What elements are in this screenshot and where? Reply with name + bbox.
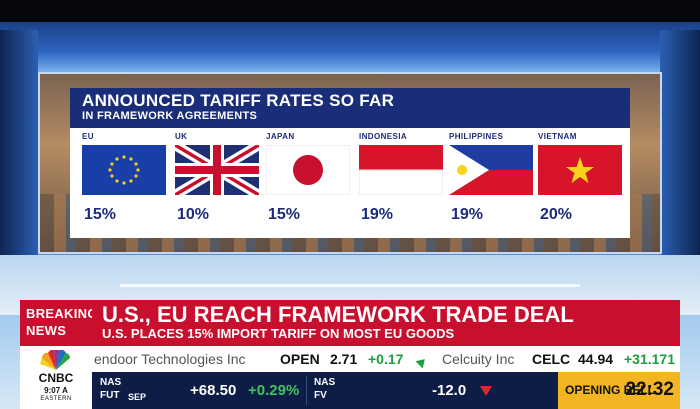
opening-bell-label: OPENING BELL [565,383,656,397]
eu-flag-icon [82,145,166,195]
ticker-company: Celcuity Inc [442,351,515,367]
clock-time: 9:07 A [44,386,68,395]
tariff-rate: 19% [451,206,484,223]
opening-bell-countdown: OPENING BELL 22:32 [558,372,680,409]
nas-fut-change: +68.50 [190,382,237,399]
network-bug: CNBC 9:07 A EASTERN [20,346,92,409]
ticker-change: +31.171 [624,351,675,367]
country-name: PHILIPPINES [449,132,504,141]
graphic-body: EU 15% UK [70,128,630,238]
philippines-flag-icon [449,145,533,195]
divider [306,376,307,405]
country-name: INDONESIA [359,132,408,141]
network-logo-text: CNBC [38,371,74,385]
headline: U.S., EU REACH FRAMEWORK TRADE DEAL [102,302,574,327]
nas-fut-percent: +0.29% [248,382,300,399]
floor-line [120,284,580,287]
opening-bell-time: 22:32 [625,379,674,400]
country-philippines: PHILIPPINES 19% [449,128,541,238]
graphic-title: ANNOUNCED TARIFF RATES SO FAR [82,91,395,110]
country-japan: JAPAN 15% [266,128,358,238]
breaking-label: BREAKING [26,306,98,321]
vietnam-flag-icon [538,145,622,195]
nas-fv-label-line1: NAS [314,377,336,388]
country-vietnam: VIETNAM 20% [538,128,630,238]
nas-fv-label-line2: FV [314,390,327,401]
country-eu: EU 15% [82,128,174,238]
country-name: VIETNAM [538,132,577,141]
country-name: JAPAN [266,132,295,141]
nas-fut-month: SEP [128,392,147,402]
down-arrow-icon [480,386,492,396]
graphic-subtitle: IN FRAMEWORK AGREEMENTS [82,110,258,122]
tariff-rate: 15% [84,206,117,223]
country-indonesia: INDONESIA 19% [359,128,451,238]
ticker-price: 44.94 [578,351,614,367]
ticker-company: endoor Technologies Inc [94,351,246,367]
uk-flag-icon [175,145,259,195]
country-name: UK [175,132,188,141]
tariff-rate: 15% [268,206,301,223]
headline-banner: U.S., EU REACH FRAMEWORK TRADE DEAL U.S.… [92,300,680,346]
tariff-rate: 20% [540,206,573,223]
up-arrow-icon [414,353,429,369]
futures-bar: NAS FUT SEP +68.50 +0.29% NAS FV -12.0 O… [92,372,680,409]
peacock-logo-icon [40,350,71,370]
ticker-symbol: CELC [532,351,571,367]
nas-fv-value: -12.0 [432,382,467,399]
tariff-rates-graphic: ANNOUNCED TARIFF RATES SO FAR IN FRAMEWO… [70,88,630,238]
clock-timezone: EASTERN [40,396,72,402]
studio-pillar-right [660,30,700,270]
tariff-rate: 19% [361,206,394,223]
lower-third: BREAKING NEWS U.S., EU REACH FRAMEWORK T… [20,300,680,409]
country-name: EU [82,132,94,141]
letterbox-bar [0,0,700,22]
indonesia-flag-icon [359,145,443,195]
ticker-price: 2.71 [330,351,358,367]
country-uk: UK 10% [175,128,267,238]
news-label: NEWS [26,323,67,338]
stock-ticker: endoor Technologies Inc OPEN 2.71 +0.17 … [92,346,680,372]
ticker-change: +0.17 [368,351,404,367]
breaking-news-badge: BREAKING NEWS [20,300,97,346]
studio-arch [0,22,700,72]
graphic-header: ANNOUNCED TARIFF RATES SO FAR IN FRAMEWO… [70,88,630,128]
subheadline: U.S. PLACES 15% IMPORT TARIFF ON MOST EU… [102,326,455,341]
nas-fut-label-line1: NAS [100,377,122,388]
studio-pillar-left [0,30,38,270]
ticker-symbol: OPEN [280,351,320,367]
nas-fut-label-line2: FUT [100,390,120,401]
japan-flag-icon [266,145,350,195]
tariff-rate: 10% [177,206,210,223]
